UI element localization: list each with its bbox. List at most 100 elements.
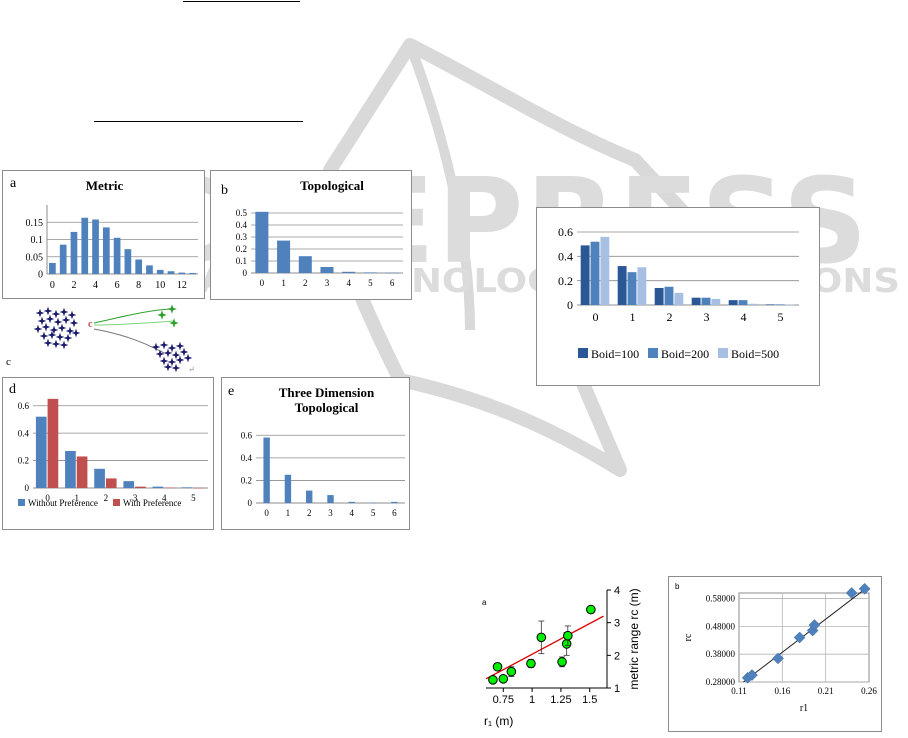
x-tick-label: 12 (177, 280, 187, 291)
y-tick-label: 0.1 (31, 235, 44, 246)
legend-swatch (113, 499, 120, 506)
bird-icon (159, 340, 169, 350)
data-point (561, 639, 572, 649)
y-tick-label: 0.2 (18, 456, 29, 466)
bird-icon (179, 347, 189, 357)
x-tick-label: 5 (371, 508, 376, 518)
bar-value (298, 256, 312, 273)
bird-icon (57, 323, 67, 333)
bird-icon (39, 331, 49, 341)
bird-icon (71, 328, 81, 338)
bar-value (363, 272, 377, 273)
x-tick-label: 2 (667, 310, 673, 324)
y-tick-label: 0.48000 (706, 621, 736, 631)
y-tick-label: 0.6 (558, 225, 573, 239)
bird-icon (47, 330, 57, 340)
x-tick-label: 10 (155, 280, 165, 291)
x-tick-label: 6 (115, 280, 120, 291)
bar-boid-100 (728, 300, 738, 305)
bird-icon (167, 343, 177, 353)
marker-icon: c (88, 319, 93, 330)
x-axis-label: r₁ (m) (484, 714, 513, 728)
y-tick-label: 0 (243, 268, 248, 278)
x-tick-label: 8 (136, 280, 141, 291)
data-point (536, 632, 547, 643)
bird-icon (49, 325, 59, 335)
data-point (557, 657, 567, 667)
data-point (492, 661, 503, 672)
bar-without-preference (94, 468, 105, 488)
bar-value (156, 269, 164, 274)
bar-value (385, 272, 399, 274)
x-tick-label: 6 (392, 508, 397, 518)
x-tick-label: 0 (260, 278, 265, 288)
bar-boid-500 (674, 292, 684, 305)
y-tick-label: 0.3 (236, 232, 248, 242)
y-tick-label: 3 (614, 618, 620, 630)
x-tick-label: 3 (325, 278, 330, 288)
panel-label: a (10, 176, 17, 191)
bird-icon (163, 362, 173, 372)
data-point (808, 619, 821, 631)
x-tick-label: 3 (133, 493, 138, 503)
x-tick-label: 2 (307, 508, 312, 518)
y-tick-label: 0.2 (236, 244, 247, 254)
y-tick-label: 0.4 (241, 453, 253, 463)
data-point (498, 674, 509, 684)
metric-chart: 0 0.05 0.1 0.15 0 2 4 6 8 10 12 (26, 205, 198, 291)
three-dimension-chart: 0 0.2 0.4 0.6 0 1 2 3 4 5 6 (241, 430, 405, 518)
x-tick-label: 2 (104, 493, 109, 503)
x-tick-label: 0 (50, 280, 55, 291)
y-tick-label: 0.6 (18, 401, 30, 411)
x-tick-label: 1 (529, 694, 535, 706)
bar-value (102, 227, 110, 274)
bird-icon (61, 315, 71, 325)
bar-without-preference (181, 487, 193, 488)
y-tick-label: 0 (248, 498, 253, 508)
x-tick-label: 2 (71, 280, 76, 291)
x-tick-label: 4 (93, 280, 98, 291)
bar-boid-500 (785, 304, 795, 306)
bird-icon (55, 332, 65, 342)
y-axis-label: metric range rc (m) (627, 588, 641, 689)
data-point (746, 669, 758, 681)
x-tick-label: 5 (191, 493, 196, 503)
chart-title-line2: Topological (294, 400, 359, 415)
bar-value (178, 272, 186, 274)
rule-line-mid (94, 121, 303, 122)
bar-without-preference (123, 481, 135, 488)
y-tick-label: 0 (567, 298, 573, 312)
bar-value (146, 265, 153, 274)
panel-diagram: c c ↵ (2, 304, 202, 375)
x-tick-label: 1 (286, 508, 291, 518)
panel-metric-range: 1 2 3 4 0.75 1 1.25 1.5 a r₁ (m) metric range rc (… (474, 583, 654, 733)
bar-boid-500 (637, 267, 647, 305)
x-tick-label: 4 (162, 493, 167, 503)
bird-icon (167, 357, 177, 367)
bar-value (81, 217, 89, 274)
y-tick-label: 0.4 (18, 428, 30, 438)
x-tick-label: 0 (264, 508, 269, 518)
panel-boid: 0 0.2 0.4 0.6 0 1 2 3 4 5 Boid=100 Boid=200 Boid=500 (536, 207, 820, 386)
y-axis-label: rc (683, 633, 694, 641)
chart-title-line1: Three Dimension (278, 385, 375, 400)
panel-label: e (228, 384, 235, 399)
bird-icon (41, 322, 51, 332)
y-tick-label: 1 (614, 683, 620, 695)
legend-swatch (648, 348, 658, 358)
panel-rc-vs-r1: 0.28000 0.38000 0.48000 0.58000 0.11 0.16 0.21… (668, 576, 882, 732)
bird-icon (163, 348, 173, 358)
bird-icon (151, 342, 161, 352)
rule-line-top (183, 1, 300, 2)
y-tick-label: 0.2 (241, 476, 252, 486)
data-point (526, 658, 536, 669)
bar-with-preference (47, 398, 59, 488)
bird-icon (33, 324, 43, 334)
x-tick-label: 3 (704, 310, 710, 324)
bar-value (189, 272, 196, 274)
y-tick-label: 0.5 (236, 208, 248, 218)
x-tick-label: 2 (303, 278, 308, 288)
bar-boid-500 (600, 236, 610, 305)
bar-with-preference (105, 478, 117, 488)
data-point (506, 666, 517, 677)
